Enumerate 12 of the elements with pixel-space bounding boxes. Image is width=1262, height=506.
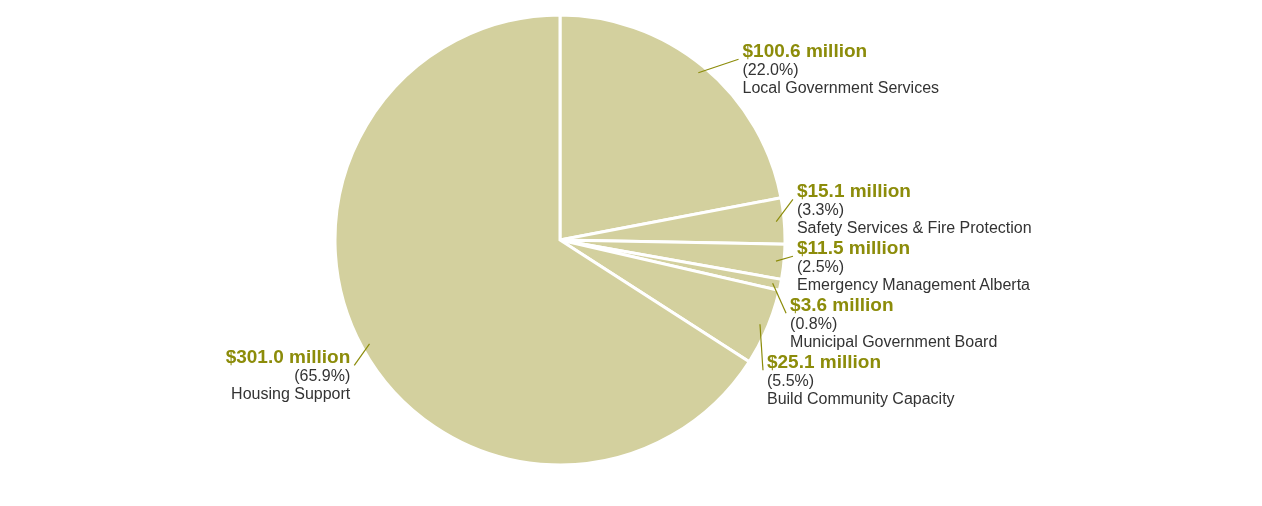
slice-label: Emergency Management Alberta [797, 276, 1031, 294]
slice-label: Housing Support [231, 385, 351, 403]
slice-label: Local Government Services [742, 79, 940, 97]
text: $15.1 million (3.3%) [796, 180, 911, 219]
slice-label: Safety Services & Fire Protection [796, 219, 1032, 237]
data-label: $301.0 million (65.9%) [225, 346, 351, 385]
text: $11.5 million (2.5%) [797, 237, 910, 276]
text: $100.6 million (22.0%) [742, 40, 868, 79]
slice-label: Build Community Capacity [766, 390, 955, 408]
slice-label: Municipal Government Board [790, 333, 998, 351]
text: $25.1 million (5.5%) [766, 351, 882, 390]
text: $3.6 million (0.8%) [790, 294, 894, 333]
